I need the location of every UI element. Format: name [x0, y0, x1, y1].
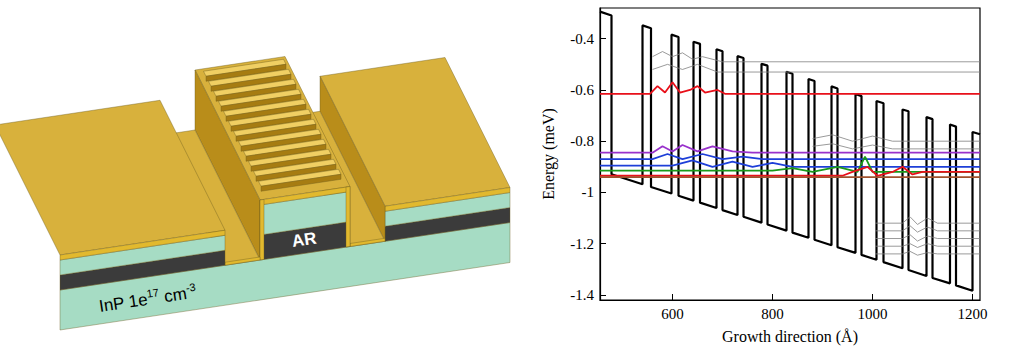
svg-text:1000: 1000 — [858, 306, 888, 322]
svg-text:800: 800 — [761, 306, 784, 322]
svg-text:-1: -1 — [582, 184, 595, 200]
svg-text:Energy (meV): Energy (meV) — [540, 108, 558, 200]
svg-text:AR: AR — [291, 229, 318, 251]
svg-text:600: 600 — [661, 306, 684, 322]
svg-text:InP 1e17 cm-3: InP 1e17 cm-3 — [97, 281, 197, 316]
svg-text:1200: 1200 — [958, 306, 988, 322]
svg-text:-1.2: -1.2 — [570, 236, 594, 252]
svg-text:-0.6: -0.6 — [570, 82, 594, 98]
svg-text:Growth direction (Å): Growth direction (Å) — [722, 328, 858, 346]
svg-text:-0.8: -0.8 — [570, 133, 594, 149]
svg-text:-1.4: -1.4 — [570, 287, 594, 303]
svg-text:-0.4: -0.4 — [570, 31, 594, 47]
